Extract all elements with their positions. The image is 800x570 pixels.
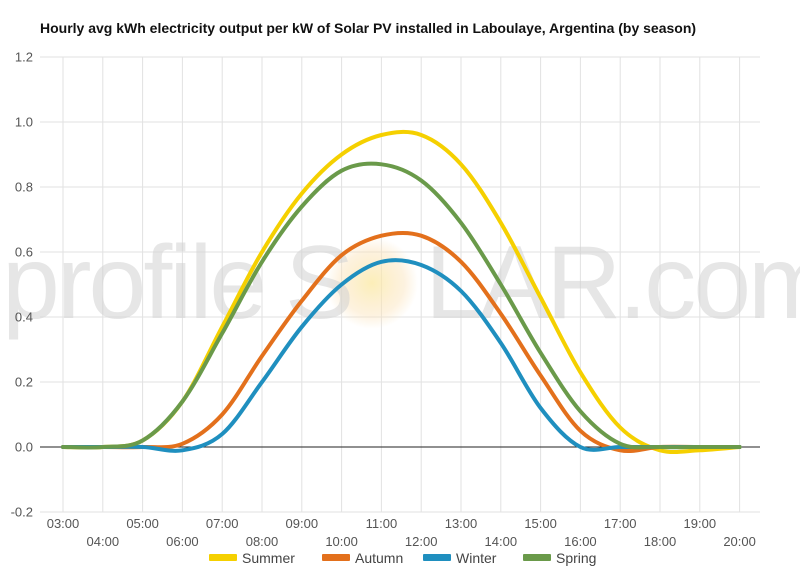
x-tick-label: 18:00 (644, 534, 677, 549)
y-tick-label: 0.6 (15, 245, 33, 260)
x-tick-label: 05:00 (126, 516, 159, 531)
x-tick-label: 20:00 (723, 534, 756, 549)
x-tick-label: 12:00 (405, 534, 438, 549)
y-tick-label: 1.2 (15, 50, 33, 65)
legend-label-winter: Winter (456, 550, 497, 566)
x-tick-label: 10:00 (325, 534, 358, 549)
x-tick-label: 15:00 (524, 516, 557, 531)
x-tick-label: 14:00 (485, 534, 518, 549)
y-tick-label: -0.2 (11, 505, 33, 520)
x-tick-label: 04:00 (87, 534, 120, 549)
legend-swatch-winter (423, 554, 451, 561)
series-line-autumn (61, 230, 742, 453)
y-tick-label: 0.4 (15, 310, 33, 325)
x-tick-label: 17:00 (604, 516, 637, 531)
legend-label-summer: Summer (242, 550, 295, 566)
x-tick-label: 03:00 (47, 516, 80, 531)
x-tick-label: 13:00 (445, 516, 478, 531)
axes: -0.2 0.0 0.2 0.4 0.6 0.8 1.0 1.2 03:00 04:00 05:00… (11, 50, 760, 549)
series-line-winter (61, 258, 742, 453)
y-tick-label: 0.2 (15, 375, 33, 390)
x-tick-label: 08:00 (246, 534, 279, 549)
legend-label-spring: Spring (556, 550, 596, 566)
legend-swatch-spring (523, 554, 551, 561)
x-tick-label: 11:00 (366, 516, 398, 531)
series-line-spring (61, 161, 742, 450)
grid (40, 56, 760, 513)
y-tick-label: 0.8 (15, 180, 33, 195)
x-tick-label: 16:00 (564, 534, 597, 549)
x-tick-label: 19:00 (684, 516, 717, 531)
legend: Summer Autumn Winter Spring (209, 550, 596, 566)
chart-title: Hourly avg kWh electricity output per kW… (40, 20, 696, 36)
legend-label-autumn: Autumn (355, 550, 403, 566)
x-tick-label: 07:00 (206, 516, 239, 531)
watermark: profile S LAR.com (2, 225, 800, 341)
x-tick-label: 06:00 (166, 534, 199, 549)
x-tick-label: 09:00 (286, 516, 319, 531)
series-lines (61, 129, 742, 455)
legend-swatch-summer (209, 554, 237, 561)
y-tick-label: 1.0 (15, 115, 33, 130)
y-tick-label: 0.0 (15, 440, 33, 455)
legend-swatch-autumn (322, 554, 350, 561)
